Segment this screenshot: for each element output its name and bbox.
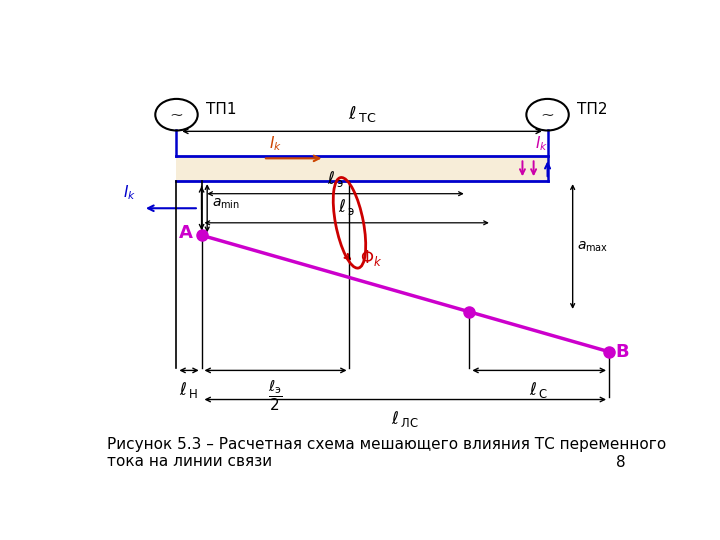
Text: $\ell\,_{\rm э}$: $\ell\,_{\rm э}$ [327, 168, 344, 188]
Text: ТП2: ТП2 [577, 103, 608, 118]
Text: B: B [616, 343, 629, 361]
Text: $\ell\,_{\rm С}$: $\ell\,_{\rm С}$ [529, 380, 549, 400]
Text: $I_k$: $I_k$ [535, 134, 548, 153]
Text: $\dfrac{\ell_{\rm э}}{2}$: $\dfrac{\ell_{\rm э}}{2}$ [268, 379, 283, 413]
Text: ТП1: ТП1 [206, 103, 237, 118]
Text: тока на линии связи: тока на линии связи [107, 454, 272, 469]
Text: $I_k$: $I_k$ [122, 183, 136, 202]
Bar [176, 156, 547, 181]
Text: $\Phi_k$: $\Phi_k$ [359, 248, 382, 268]
Text: $\ell\,_{\rm ЛС}$: $\ell\,_{\rm ЛС}$ [391, 409, 419, 429]
Text: $\ell\,_{\rm э}$: $\ell\,_{\rm э}$ [338, 197, 356, 217]
Text: A: A [179, 224, 193, 242]
Text: 8: 8 [616, 455, 626, 470]
Text: $a_{\rm max}$: $a_{\rm max}$ [577, 239, 608, 254]
Text: $\ell\,_{\rm Н}$: $\ell\,_{\rm Н}$ [179, 380, 199, 400]
Text: ~: ~ [541, 106, 554, 123]
Text: ~: ~ [169, 106, 184, 123]
Text: $I_k$: $I_k$ [269, 134, 282, 153]
Text: Рисунок 5.3 – Расчетная схема мешающего влияния ТС переменного: Рисунок 5.3 – Расчетная схема мешающего … [107, 437, 666, 452]
Text: $a_{\rm min}$: $a_{\rm min}$ [212, 197, 240, 211]
Text: $\ell\,_{\rm ТС}$: $\ell\,_{\rm ТС}$ [348, 104, 377, 124]
